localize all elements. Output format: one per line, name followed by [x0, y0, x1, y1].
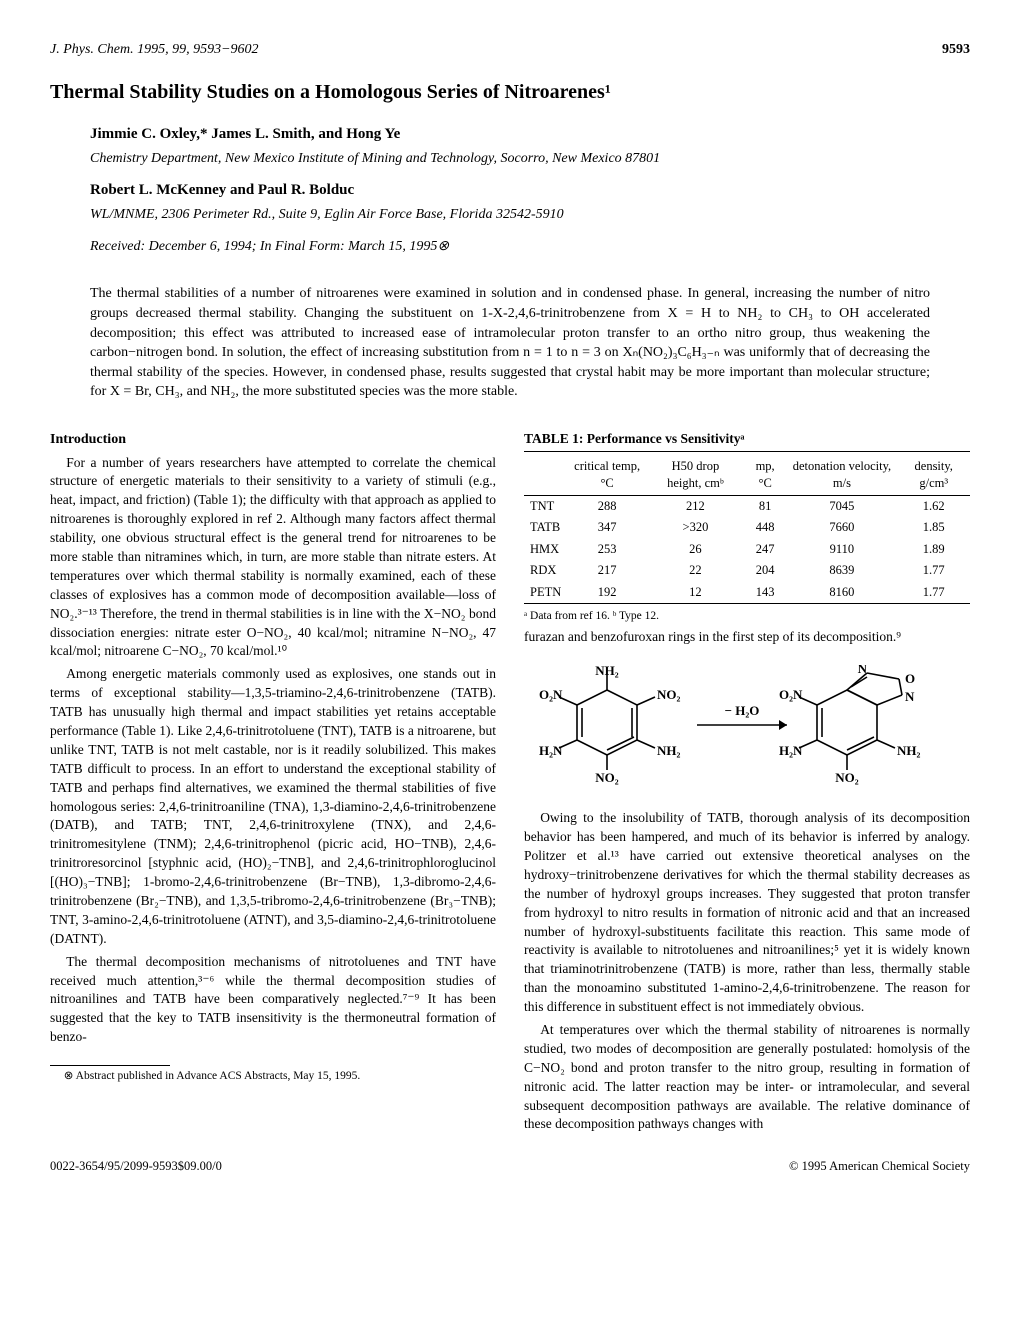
- table-cell: 212: [647, 495, 744, 517]
- table-cell: 22: [647, 560, 744, 582]
- table-cell: 204: [744, 560, 787, 582]
- table-cell: RDX: [524, 560, 567, 582]
- diagram-label-no2-b: NO₂: [595, 770, 619, 785]
- table1-col2: H50 drop height, cmᵇ: [647, 456, 744, 496]
- diagram-label-no2-r: NO₂: [657, 687, 681, 702]
- table-cell: 7660: [786, 517, 897, 539]
- table-cell: 253: [567, 539, 647, 561]
- table-cell: 448: [744, 517, 787, 539]
- table-cell: >320: [647, 517, 744, 539]
- diagram-label-h2n-l: H₂N: [539, 743, 563, 758]
- page-footer: 0022-3654/95/2099-9593$09.00/0 © 1995 Am…: [50, 1158, 970, 1176]
- intro-para-1: For a number of years researchers have a…: [50, 454, 496, 662]
- table1-col0: [524, 456, 567, 496]
- diagram-r-h2n: H₂N: [779, 743, 803, 758]
- diagram-r-o: O: [905, 671, 915, 686]
- table1-caption: TABLE 1: Performance vs Sensitivityᵃ: [524, 430, 970, 452]
- diagram-label-nh2-r: NH₂: [657, 743, 681, 758]
- right-para-2: At temperatures over which the thermal s…: [524, 1021, 970, 1134]
- table1-col4: detonation velocity, m/s: [786, 456, 897, 496]
- table-cell: 1.77: [897, 582, 970, 604]
- table-cell: 192: [567, 582, 647, 604]
- reaction-scheme: NH₂ O₂N NO₂ H₂N NH₂ NO₂ − H₂O: [524, 665, 970, 791]
- table-cell: 347: [567, 517, 647, 539]
- table-row: HMX2532624791101.89: [524, 539, 970, 561]
- body-columns: Introduction For a number of years resea…: [50, 430, 970, 1138]
- diagram-label-o2n-l: O₂N: [539, 687, 563, 702]
- table-row: TNT2882128170451.62: [524, 495, 970, 517]
- diagram-r-no2: NO₂: [835, 770, 859, 785]
- table-cell: TATB: [524, 517, 567, 539]
- table-cell: 247: [744, 539, 787, 561]
- table1-header-row: critical temp, °C H50 drop height, cmᵇ m…: [524, 456, 970, 496]
- intro-para-2: Among energetic materials commonly used …: [50, 665, 496, 948]
- footer-right: © 1995 American Chemical Society: [789, 1158, 970, 1176]
- table-cell: HMX: [524, 539, 567, 561]
- diagram-r-n1: N: [858, 665, 868, 676]
- arrow-label: − H₂O: [725, 703, 760, 718]
- footer-left: 0022-3654/95/2099-9593$09.00/0: [50, 1158, 222, 1176]
- article-title: Thermal Stability Studies on a Homologou…: [50, 78, 970, 106]
- table-row: PETN1921214381601.77: [524, 582, 970, 604]
- affiliation-1: Chemistry Department, New Mexico Institu…: [90, 149, 970, 169]
- table-cell: 9110: [786, 539, 897, 561]
- right-para-top: furazan and benzofuroxan rings in the fi…: [524, 628, 970, 647]
- table-cell: 7045: [786, 495, 897, 517]
- table1-col3: mp, °C: [744, 456, 787, 496]
- arrowhead-icon: [779, 720, 787, 730]
- table1: critical temp, °C H50 drop height, cmᵇ m…: [524, 456, 970, 605]
- table-cell: 1.85: [897, 517, 970, 539]
- table1-col5: density, g/cm³: [897, 456, 970, 496]
- author-affiliation-block: Jimmie C. Oxley,* James L. Smith, and Ho…: [90, 124, 970, 257]
- diagram-r-n2: N: [905, 689, 915, 704]
- table-row: TATB347>32044876601.85: [524, 517, 970, 539]
- affiliation-2: WL/MNME, 2306 Perimeter Rd., Suite 9, Eg…: [90, 205, 970, 225]
- intro-para-3: The thermal decomposition mechanisms of …: [50, 953, 496, 1047]
- table-cell: 143: [744, 582, 787, 604]
- table-cell: 288: [567, 495, 647, 517]
- table-cell: TNT: [524, 495, 567, 517]
- introduction-heading: Introduction: [50, 430, 496, 450]
- table1-col1: critical temp, °C: [567, 456, 647, 496]
- table-cell: 26: [647, 539, 744, 561]
- footnote-rule: [50, 1065, 170, 1066]
- table1-note: ᵃ Data from ref 16. ᵇ Type 12.: [524, 608, 970, 624]
- table-cell: 217: [567, 560, 647, 582]
- running-header: J. Phys. Chem. 1995, 99, 9593−9602 9593: [50, 40, 970, 60]
- abstract-footnote: ⊗ Abstract published in Advance ACS Abst…: [50, 1068, 496, 1084]
- authors-2: Robert L. McKenney and Paul R. Bolduc: [90, 180, 970, 201]
- table-cell: 81: [744, 495, 787, 517]
- received-line: Received: December 6, 1994; In Final For…: [90, 237, 970, 257]
- diagram-r-o2n: O₂N: [779, 687, 803, 702]
- table-cell: 8160: [786, 582, 897, 604]
- journal-ref: J. Phys. Chem. 1995, 99, 9593−9602: [50, 40, 259, 60]
- table-row: RDX2172220486391.77: [524, 560, 970, 582]
- table-cell: 1.89: [897, 539, 970, 561]
- table-cell: PETN: [524, 582, 567, 604]
- right-para-1: Owing to the insolubility of TATB, thoro…: [524, 809, 970, 1017]
- table-cell: 1.77: [897, 560, 970, 582]
- table-cell: 1.62: [897, 495, 970, 517]
- diagram-label-nh2-top: NH₂: [595, 665, 619, 678]
- left-ring: [577, 690, 637, 755]
- table1-body: TNT2882128170451.62TATB347>32044876601.8…: [524, 495, 970, 604]
- table-cell: 12: [647, 582, 744, 604]
- right-column: TABLE 1: Performance vs Sensitivityᵃ cri…: [524, 430, 970, 1138]
- table-cell: 8639: [786, 560, 897, 582]
- diagram-r-nh2: NH₂: [897, 743, 921, 758]
- left-column: Introduction For a number of years resea…: [50, 430, 496, 1138]
- authors-1: Jimmie C. Oxley,* James L. Smith, and Ho…: [90, 124, 970, 145]
- page-number: 9593: [942, 40, 970, 60]
- abstract: The thermal stabilities of a number of n…: [90, 284, 930, 402]
